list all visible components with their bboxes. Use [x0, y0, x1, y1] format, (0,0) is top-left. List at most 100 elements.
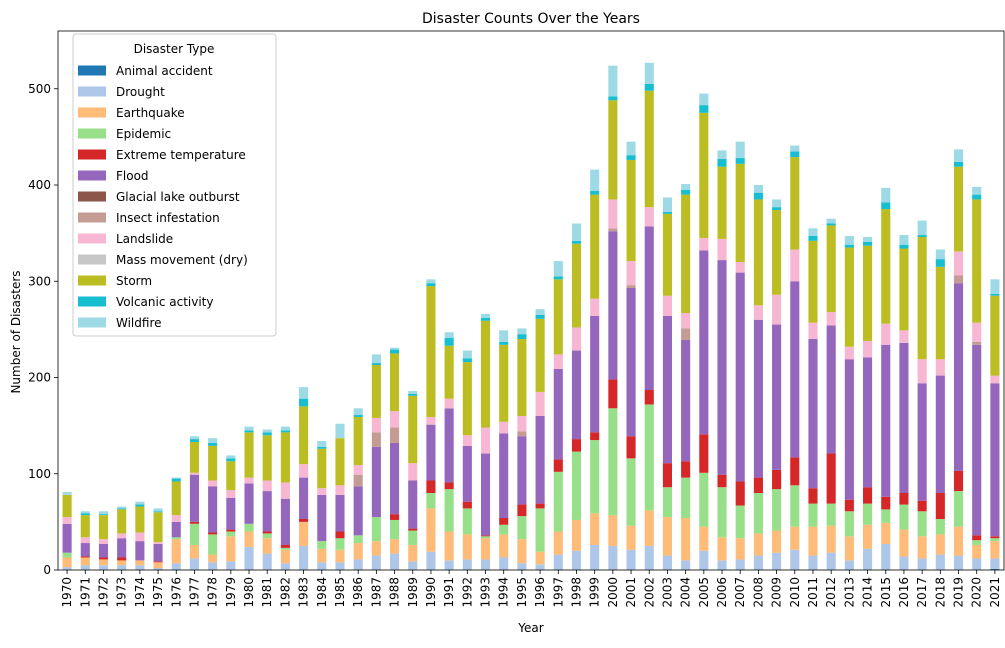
bar-segment — [480, 536, 491, 539]
y-tick-label: 500 — [28, 82, 51, 96]
bar-segment — [935, 359, 945, 376]
bar-segment — [844, 511, 854, 537]
bar-segment — [717, 159, 727, 167]
bar-segment — [371, 354, 381, 364]
bar-segment — [262, 435, 272, 481]
bar-segment — [462, 501, 472, 509]
bar-segment — [462, 559, 472, 570]
legend-label: Mass movement (dry) — [116, 253, 248, 267]
x-tick-label: 1985 — [333, 577, 347, 608]
bar-segment — [371, 555, 381, 570]
bar-segment — [881, 209, 891, 324]
bar-segment — [62, 552, 72, 558]
bar-segment — [590, 440, 600, 514]
x-axis-label: Year — [517, 621, 543, 635]
bar-segment — [553, 276, 563, 280]
bar-segment — [881, 544, 891, 570]
bar-segment — [608, 515, 618, 546]
bar-segment — [735, 141, 745, 159]
bar-segment — [699, 550, 709, 570]
bar-segment — [681, 339, 691, 462]
legend-swatch — [78, 170, 106, 181]
bar-segment — [208, 480, 218, 487]
bar-segment — [662, 295, 672, 316]
bar-segment — [626, 285, 636, 288]
bar-segment — [390, 553, 400, 570]
bar-segment — [499, 534, 509, 558]
bar-segment — [117, 557, 127, 561]
bar-segment — [390, 353, 400, 412]
bar-segment — [353, 543, 363, 560]
bar-segment — [917, 500, 927, 512]
bar-segment — [226, 458, 236, 462]
bar-segment — [208, 486, 218, 533]
bar-segment — [972, 199, 982, 323]
bar-segment — [553, 459, 563, 472]
bar-segment — [608, 96, 618, 101]
bar-segment — [499, 433, 509, 519]
legend-swatch — [78, 65, 106, 76]
bar-segment — [953, 283, 964, 471]
bar-segment — [881, 496, 891, 510]
bar-segment — [299, 545, 309, 570]
bar-segment — [571, 350, 582, 440]
bars-layer — [62, 62, 1000, 571]
legend-label: Storm — [116, 274, 152, 288]
bar-segment — [626, 436, 636, 459]
bar-segment — [990, 279, 1000, 294]
bar-segment — [153, 542, 163, 545]
bar-segment — [863, 548, 873, 570]
bar-segment — [299, 518, 309, 522]
bar-segment — [171, 521, 181, 538]
bar-segment — [444, 408, 454, 483]
legend-swatch — [78, 317, 106, 328]
bar-segment — [390, 514, 400, 520]
bar-segment — [62, 492, 72, 495]
bar-segment — [662, 315, 672, 464]
x-tick-label: 1971 — [78, 577, 92, 608]
bar-segment — [444, 338, 454, 346]
bar-segment — [244, 531, 254, 547]
x-tick-label: 2009 — [770, 577, 784, 608]
bar-segment — [953, 526, 964, 556]
bar-segment — [408, 393, 418, 396]
bar-segment — [753, 192, 763, 200]
legend: Disaster Type Animal accident Drought Eart… — [72, 33, 277, 337]
x-tick-label: 1993 — [479, 577, 493, 608]
bar-segment — [153, 568, 163, 570]
bar-segment — [153, 512, 163, 543]
bar-segment — [899, 342, 909, 493]
bar-segment — [772, 207, 782, 211]
bar-segment — [499, 344, 509, 422]
bar-segment — [371, 364, 381, 418]
bar-segment — [262, 553, 272, 570]
bar-segment — [244, 546, 254, 570]
bar-segment — [208, 562, 218, 570]
bar-segment — [553, 531, 563, 555]
bar-segment — [462, 350, 472, 359]
bar-segment — [699, 112, 709, 238]
bar-segment — [881, 522, 891, 545]
bar-segment — [626, 155, 636, 160]
bar-segment — [299, 387, 309, 399]
bar-segment — [462, 362, 472, 436]
bar-segment — [644, 510, 654, 546]
bar-segment — [571, 327, 582, 351]
x-tick-label: 2000 — [606, 577, 620, 608]
bar-segment — [353, 465, 363, 475]
bar-segment — [826, 525, 836, 553]
bar-segment — [662, 197, 672, 212]
bar-segment — [772, 469, 782, 490]
bar-segment — [444, 345, 454, 399]
bar-segment — [917, 383, 927, 501]
legend-swatch — [78, 107, 106, 118]
bar-segment — [662, 211, 672, 214]
bar-segment — [699, 93, 709, 106]
bar-segment — [371, 517, 381, 542]
bar-segment — [790, 281, 800, 458]
bar-segment — [208, 532, 218, 535]
bar-segment — [826, 453, 836, 504]
bar-segment — [208, 438, 218, 443]
bar-segment — [953, 166, 964, 252]
